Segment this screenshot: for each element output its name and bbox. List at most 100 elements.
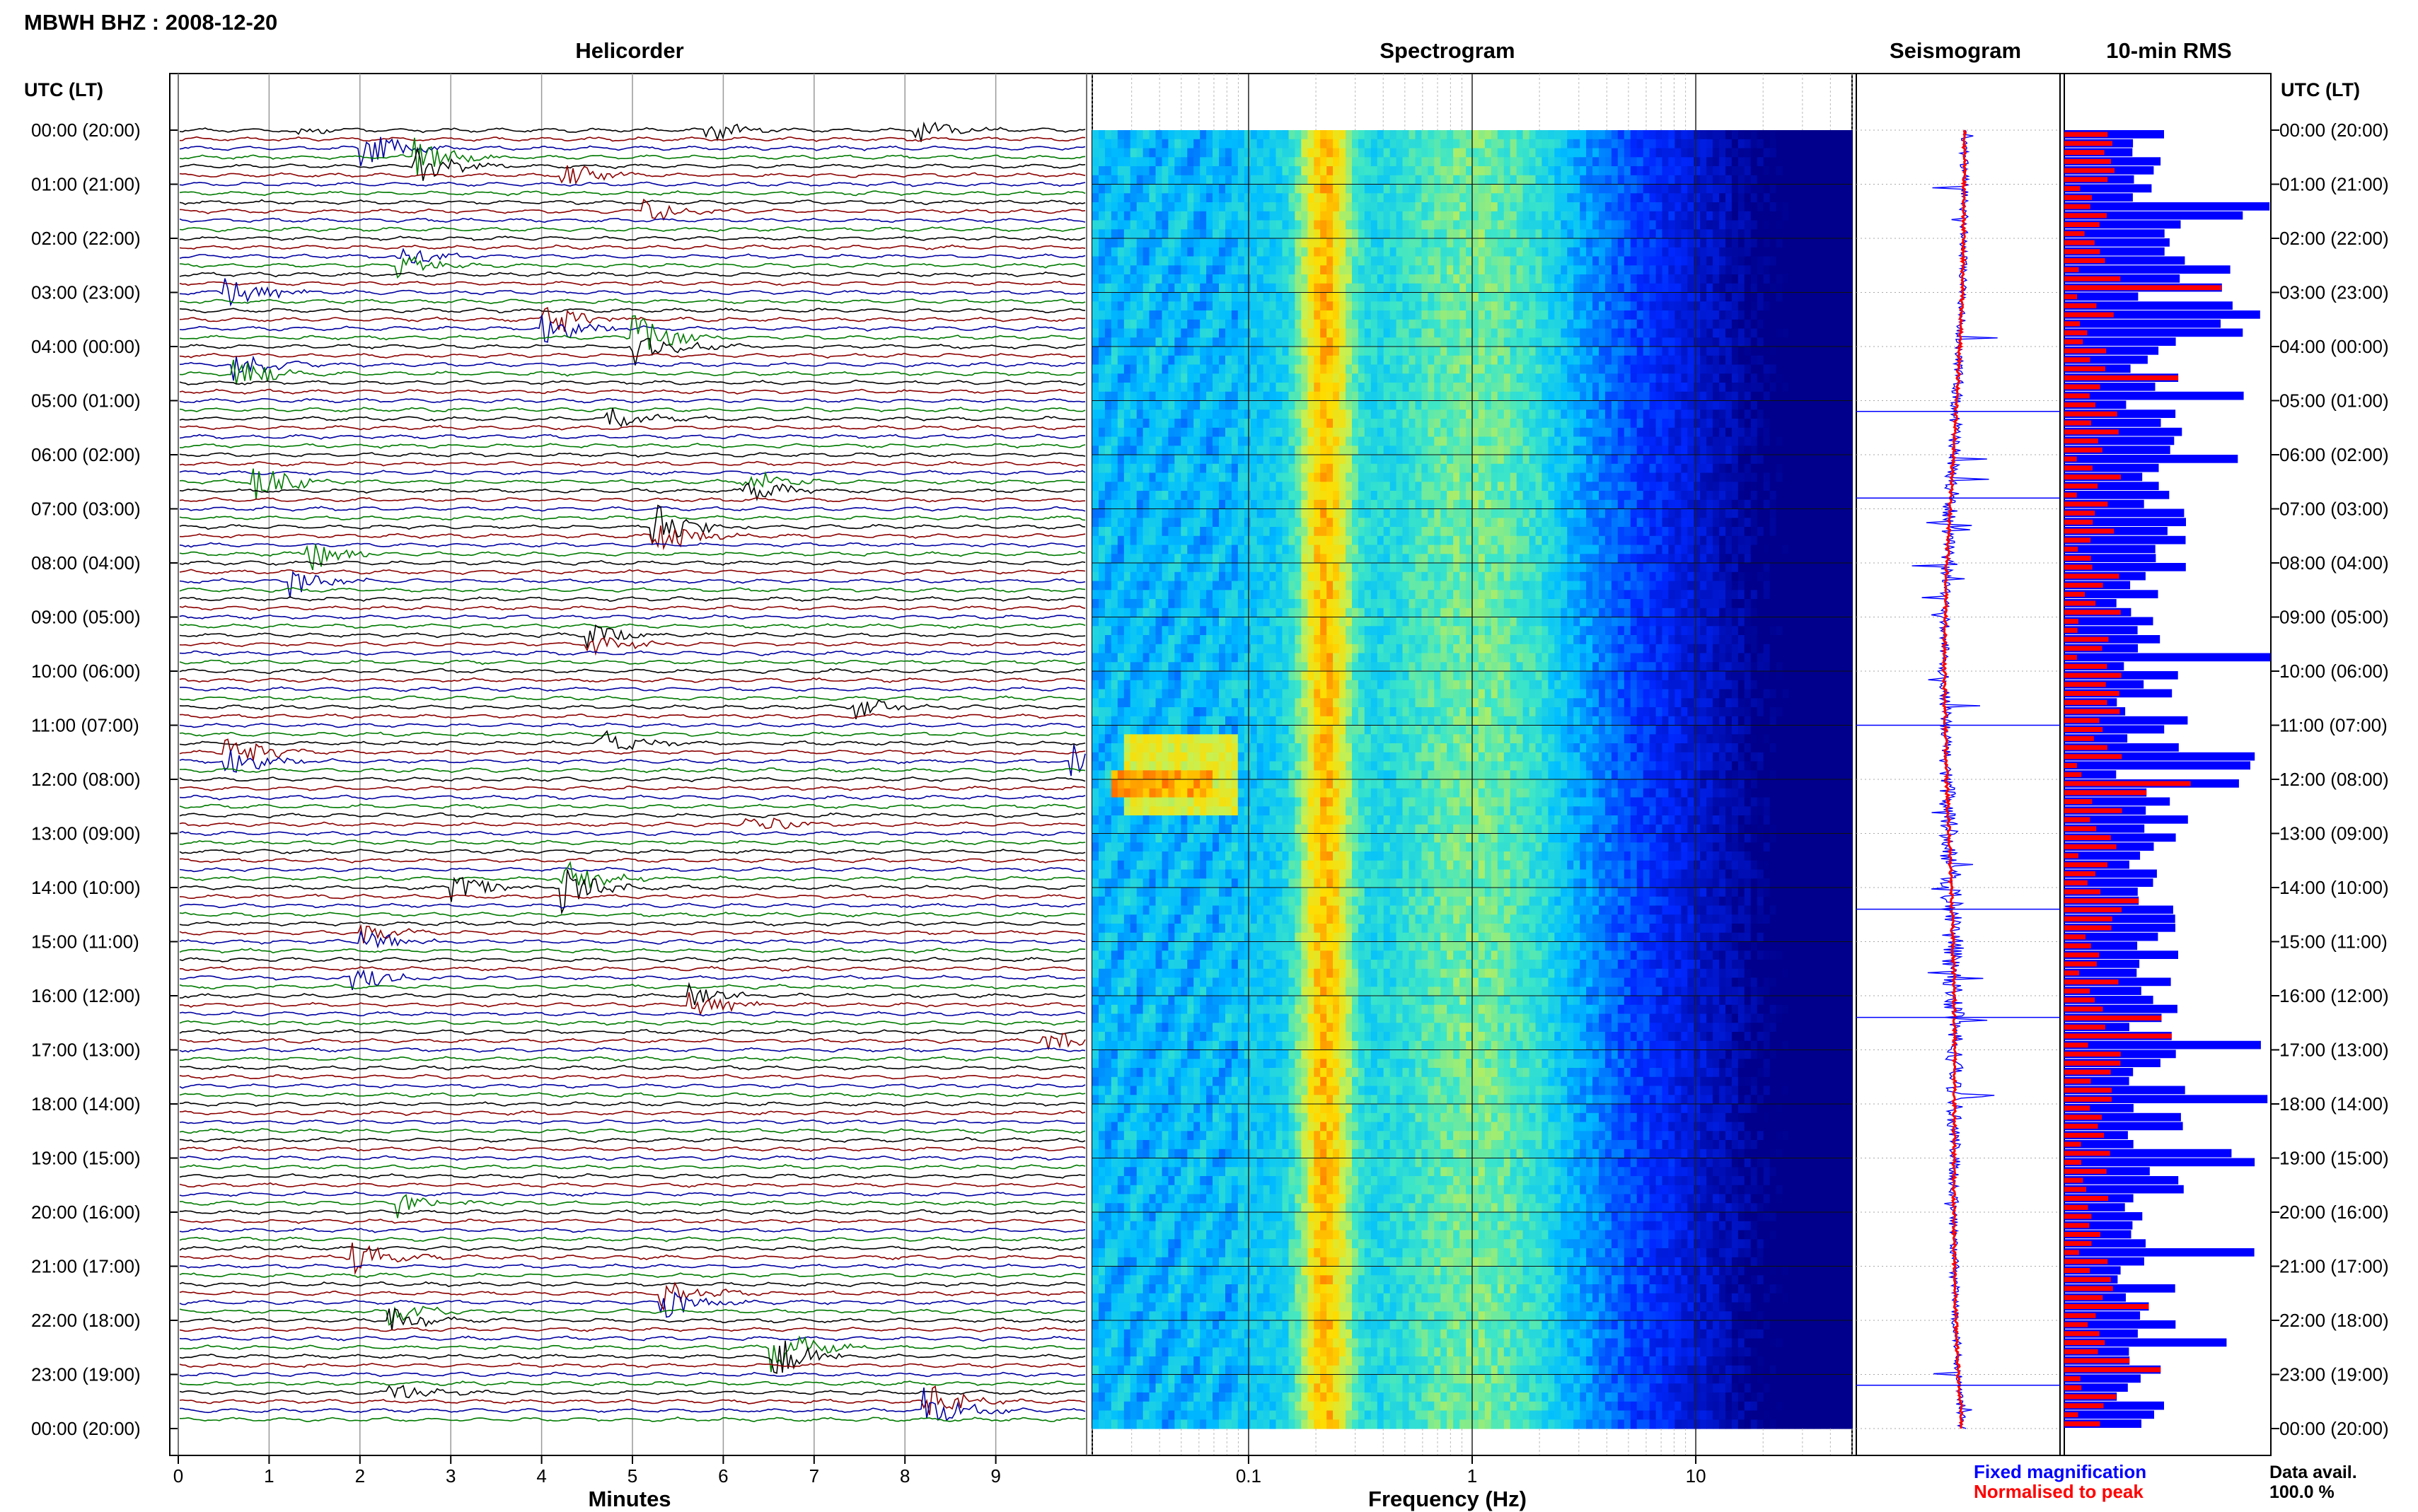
spectrogram-cell xyxy=(1149,157,1156,167)
spectrogram-cell xyxy=(1250,184,1258,194)
spectrogram-cell xyxy=(1719,256,1726,266)
spectrogram-cell xyxy=(1408,193,1416,203)
spectrogram-cell xyxy=(1219,166,1226,176)
spectrogram-cell xyxy=(1744,265,1752,275)
spectrogram-cell xyxy=(1529,238,1537,248)
spectrogram-cell xyxy=(1237,301,1245,311)
spectrogram-cell xyxy=(1820,193,1827,203)
spectrogram-cell xyxy=(1288,347,1295,356)
spectrogram-cell xyxy=(1719,482,1726,492)
spectrogram-cell xyxy=(1421,436,1428,446)
spectrogram-cell xyxy=(1573,283,1580,293)
spectrogram-cell xyxy=(1700,202,1707,212)
spectrogram-cell xyxy=(1491,157,1498,167)
spectrogram-cell xyxy=(1402,436,1409,446)
spectrogram-cell xyxy=(1510,337,1517,347)
spectrogram-cell xyxy=(1415,347,1422,356)
spectrogram-cell xyxy=(1136,184,1144,194)
spectrogram-cell xyxy=(1510,436,1517,446)
spectrogram-cell xyxy=(1326,283,1334,293)
spectrogram-cell xyxy=(1402,202,1409,212)
spectrogram-cell xyxy=(1624,347,1631,356)
spectrogram-cell xyxy=(1719,409,1726,419)
spectrogram-cell xyxy=(1541,419,1549,429)
spectrogram-cell xyxy=(1295,211,1302,221)
spectrogram-cell xyxy=(1408,292,1416,302)
spectrogram-cell xyxy=(1123,446,1131,455)
spectrogram-cell xyxy=(1573,301,1580,311)
spectrogram-cell xyxy=(1326,193,1334,203)
spectrogram-cell xyxy=(1592,427,1600,438)
spectrogram-cell xyxy=(1396,139,1404,149)
spectrogram-cell xyxy=(1200,463,1207,474)
helicorder-trace xyxy=(179,1047,1086,1053)
spectrogram-cell xyxy=(1529,355,1537,366)
spectrogram-cell xyxy=(1567,446,1574,455)
spectrogram-cell xyxy=(1136,130,1144,140)
spectrogram-cell xyxy=(1586,373,1593,383)
spectrogram-cell xyxy=(1700,247,1707,257)
spectrogram-cell xyxy=(1655,419,1663,429)
spectrogram-cell xyxy=(1346,310,1353,320)
spectrogram-cell xyxy=(1719,355,1726,366)
spectrogram-cell xyxy=(1466,130,1473,140)
spectrogram-cell xyxy=(1694,310,1701,320)
spectrogram-cell xyxy=(1339,482,1346,492)
spectrogram-cell xyxy=(1769,265,1777,275)
spectrogram-cell xyxy=(1788,364,1795,374)
spectrogram-cell xyxy=(1402,274,1409,284)
spectrogram-cell xyxy=(1820,383,1827,392)
spectrogram-cell xyxy=(1428,229,1435,239)
spectrogram-cell xyxy=(1193,202,1201,212)
spectrogram-cell xyxy=(1763,193,1771,203)
spectrogram-cell xyxy=(1256,427,1264,438)
spectrogram-cell xyxy=(1731,427,1739,438)
spectrogram-cell xyxy=(1326,310,1334,320)
spectrogram-cell xyxy=(1655,355,1663,366)
spectrogram-cell xyxy=(1117,472,1125,482)
spectrogram-cell xyxy=(1339,310,1346,320)
spectrogram-cell xyxy=(1237,383,1245,392)
helicorder-trace xyxy=(179,713,1086,719)
spectrogram-cell xyxy=(1529,436,1537,446)
spectrogram-cell xyxy=(1130,472,1138,482)
spectrogram-cell xyxy=(1187,446,1194,455)
spectrogram-cell xyxy=(1700,355,1707,366)
spectrogram-cell xyxy=(1162,446,1169,455)
spectrogram-cell xyxy=(1561,400,1568,410)
spectrogram-cell xyxy=(1535,301,1542,311)
spectrogram-cell xyxy=(1288,419,1295,429)
spectrogram-cell xyxy=(1143,383,1150,392)
spectrogram-cell xyxy=(1611,391,1619,402)
spectrogram-cell xyxy=(1694,211,1701,221)
time-label-right: 04:00 (00:00) xyxy=(2279,336,2389,357)
spectrogram-cell xyxy=(1497,211,1505,221)
spectrogram-cell xyxy=(1434,193,1441,203)
spectrogram-cell xyxy=(1352,328,1359,338)
spectrogram-cell xyxy=(1655,463,1663,474)
spectrogram-cell xyxy=(1174,202,1181,212)
spectrogram-cell xyxy=(1168,139,1175,149)
spectrogram-cell xyxy=(1636,391,1644,402)
spectrogram-cell xyxy=(1149,247,1156,257)
spectrogram-cell xyxy=(1706,419,1713,429)
spectrogram-cell xyxy=(1484,157,1492,167)
spectrogram-cell xyxy=(1624,292,1631,302)
spectrogram-cell xyxy=(1750,148,1758,158)
spectrogram-cell xyxy=(1554,283,1561,293)
spectrogram-cell xyxy=(1237,409,1245,419)
spectrogram-cell xyxy=(1592,274,1600,284)
spectrogram-cell xyxy=(1143,400,1150,410)
spectrogram-cell xyxy=(1725,328,1732,338)
spectrogram-cell xyxy=(1541,166,1549,176)
spectrogram-cell xyxy=(1624,472,1631,482)
spectrogram-cell xyxy=(1447,157,1454,167)
spectrogram-cell xyxy=(1491,211,1498,221)
spectrogram-cell xyxy=(1434,463,1441,474)
spectrogram-cell xyxy=(1561,391,1568,402)
spectrogram-cell xyxy=(1320,310,1327,320)
spectrogram-cell xyxy=(1200,301,1207,311)
spectrogram-cell xyxy=(1364,463,1372,474)
spectrogram-cell xyxy=(1655,482,1663,492)
spectrogram-cell xyxy=(1839,446,1846,455)
